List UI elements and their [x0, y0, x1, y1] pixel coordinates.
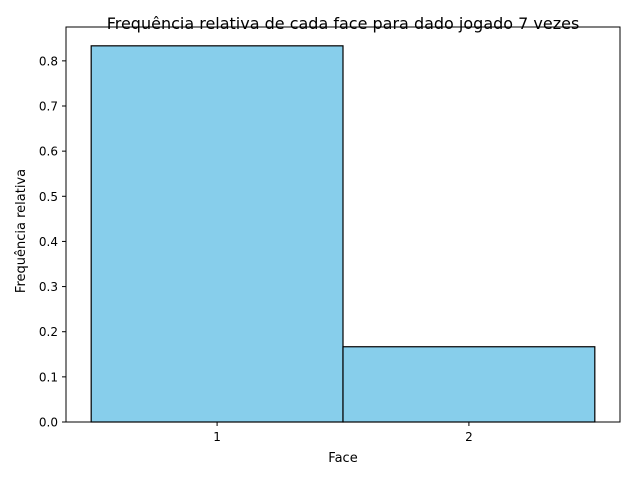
ticks-layer: 0.0 0.1 0.2 0.3 0.4 0.5 0.6 0.7 0.8 1 2 [39, 54, 473, 444]
y-tick-label: 0.4 [39, 235, 58, 249]
axes-layer [65, 26, 621, 423]
chart-title: Frequência relativa de cada face para da… [107, 14, 580, 33]
y-tick-label: 0.5 [39, 190, 58, 204]
x-tick-label: 1 [213, 430, 221, 444]
y-tick-label: 0.8 [39, 54, 58, 68]
x-tick-label: 2 [465, 430, 473, 444]
plot-frame [65, 26, 621, 423]
y-axis-label: Frequência relativa [14, 169, 29, 293]
y-tick-label: 0.6 [39, 145, 58, 159]
y-tick-label: 0.2 [39, 325, 58, 339]
bars-layer [90, 45, 596, 423]
bar-face-1 [90, 45, 344, 423]
y-tick-label: 0.3 [39, 280, 58, 294]
bar-face-2 [342, 346, 596, 423]
x-axis-label: Face [328, 451, 357, 466]
y-tick-label: 0.7 [39, 100, 58, 114]
y-tick-label: 0.1 [39, 370, 58, 384]
y-tick-label: 0.0 [39, 416, 58, 430]
